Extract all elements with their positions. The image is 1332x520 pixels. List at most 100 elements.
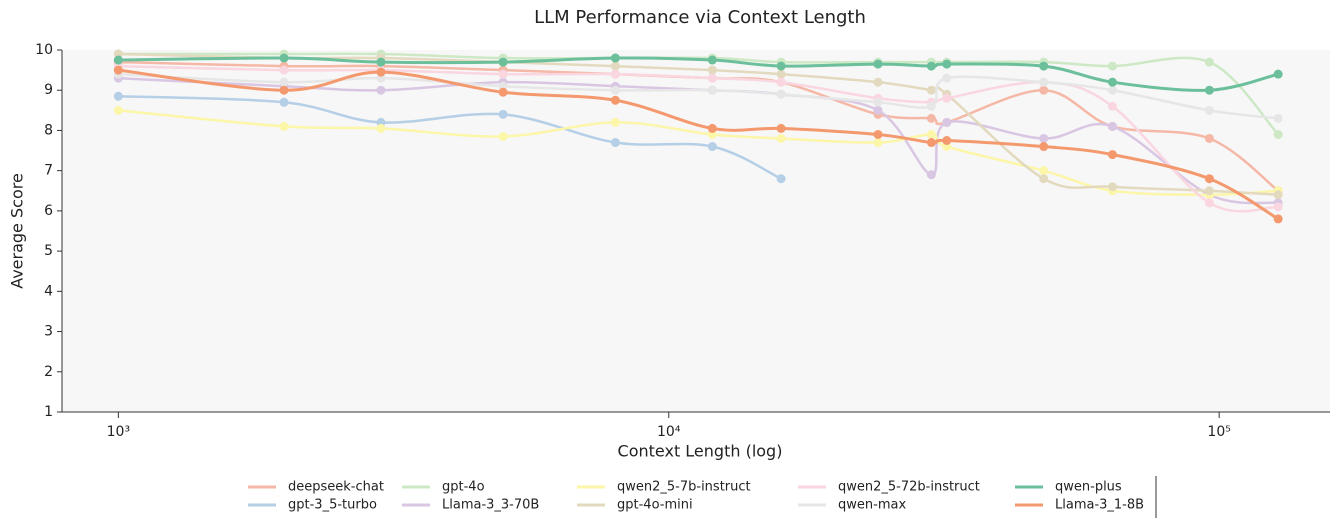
- data-point: [1204, 105, 1214, 115]
- x-axis-label: Context Length (log): [618, 442, 783, 461]
- data-point: [279, 53, 289, 63]
- data-point: [610, 69, 620, 79]
- data-point: [942, 117, 952, 127]
- data-point: [776, 61, 786, 71]
- data-point: [610, 61, 620, 71]
- data-point: [776, 133, 786, 143]
- data-point: [498, 57, 508, 67]
- data-point: [279, 65, 289, 75]
- legend-label: gpt-4o-mini: [617, 498, 693, 513]
- data-point: [776, 69, 786, 79]
- data-point: [926, 85, 936, 95]
- data-point: [1273, 190, 1283, 200]
- data-point: [1107, 61, 1117, 71]
- data-point: [926, 138, 936, 148]
- legend-label: deepseek-chat: [288, 480, 384, 495]
- data-point: [610, 138, 620, 148]
- legend-label: Llama-3_3-70B: [442, 498, 539, 513]
- data-point: [776, 77, 786, 87]
- data-point: [707, 65, 717, 75]
- y-tick-label: 3: [44, 324, 53, 340]
- data-point: [113, 105, 123, 115]
- data-point: [498, 109, 508, 119]
- data-point: [873, 138, 883, 148]
- y-axis-label: Average Score: [8, 173, 27, 289]
- x-tick-label: 10³: [107, 424, 130, 440]
- data-point: [498, 131, 508, 141]
- data-point: [279, 77, 289, 87]
- data-point: [707, 73, 717, 83]
- data-point: [1107, 150, 1117, 160]
- data-point: [1039, 61, 1049, 71]
- data-point: [376, 57, 386, 67]
- y-tick-label: 9: [44, 82, 53, 98]
- data-point: [1107, 77, 1117, 87]
- data-point: [1273, 113, 1283, 123]
- data-point: [279, 85, 289, 95]
- data-point: [1273, 129, 1283, 139]
- data-point: [776, 174, 786, 184]
- data-point: [1107, 101, 1117, 111]
- data-point: [707, 123, 717, 133]
- y-tick-label: 5: [44, 243, 53, 259]
- y-tick-label: 8: [44, 122, 53, 138]
- data-point: [873, 129, 883, 139]
- data-point: [113, 55, 123, 65]
- data-point: [926, 101, 936, 111]
- data-point: [498, 87, 508, 97]
- data-point: [942, 93, 952, 103]
- data-point: [279, 121, 289, 131]
- data-point: [707, 55, 717, 65]
- data-point: [926, 113, 936, 123]
- legend-label: gpt-3_5-turbo: [288, 498, 377, 513]
- x-tick-label: 10⁵: [1207, 424, 1230, 440]
- y-tick-label: 1: [44, 404, 53, 420]
- data-point: [610, 95, 620, 105]
- data-point: [1039, 142, 1049, 152]
- data-point: [1107, 182, 1117, 192]
- data-point: [1204, 186, 1214, 196]
- data-point: [1204, 133, 1214, 143]
- data-point: [610, 53, 620, 63]
- data-point: [707, 85, 717, 95]
- data-point: [776, 89, 786, 99]
- x-tick-label: 10⁴: [657, 424, 681, 440]
- chart-title: LLM Performance via Context Length: [534, 7, 866, 28]
- y-tick-label: 10: [35, 42, 53, 58]
- data-point: [376, 67, 386, 77]
- plot-background: [62, 50, 1330, 412]
- data-point: [113, 65, 123, 75]
- data-point: [926, 129, 936, 139]
- data-point: [610, 117, 620, 127]
- legend-label: qwen-plus: [1055, 480, 1122, 495]
- y-tick-label: 2: [44, 364, 53, 380]
- data-point: [1273, 69, 1283, 79]
- data-point: [942, 59, 952, 69]
- legend-label: qwen-max: [838, 498, 906, 513]
- legend-label: qwen2_5-7b-instruct: [617, 480, 751, 495]
- data-point: [942, 136, 952, 145]
- data-point: [707, 142, 717, 152]
- data-point: [926, 170, 936, 180]
- data-point: [776, 123, 786, 133]
- legend-label: gpt-4o: [442, 480, 485, 495]
- data-point: [279, 97, 289, 107]
- data-point: [942, 73, 952, 83]
- data-point: [926, 61, 936, 71]
- data-point: [1107, 85, 1117, 95]
- legend-label: qwen2_5-72b-instruct: [838, 480, 980, 495]
- data-point: [1204, 174, 1214, 184]
- data-point: [1039, 133, 1049, 143]
- data-point: [113, 91, 123, 101]
- data-point: [376, 85, 386, 95]
- data-point: [1039, 77, 1049, 87]
- data-point: [1204, 198, 1214, 208]
- data-point: [1107, 121, 1117, 131]
- data-point: [610, 85, 620, 95]
- series-line: [118, 95, 782, 180]
- y-tick-label: 6: [44, 203, 53, 219]
- data-point: [873, 105, 883, 115]
- data-point: [873, 59, 883, 69]
- data-point: [1204, 85, 1214, 95]
